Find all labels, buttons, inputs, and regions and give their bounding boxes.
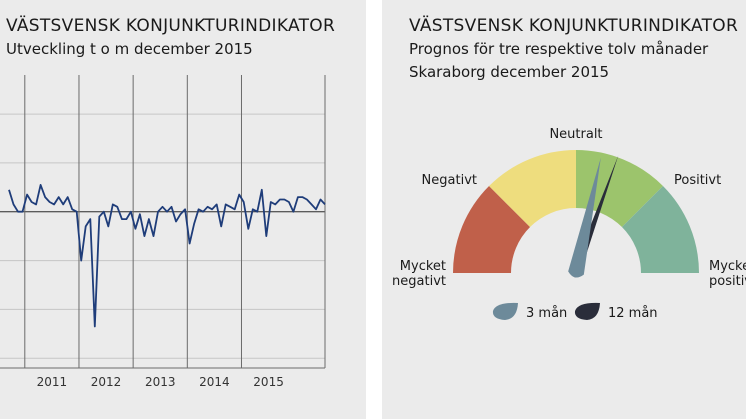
legend-12m-marker [574,302,600,320]
label-neutralt: Neutralt [549,127,602,142]
label-negativt: Negativt [422,173,477,188]
x-tick-label: 2014 [199,375,230,389]
label-mycket-negativt-2: negativt [392,274,446,289]
gauge-subtitle-line2: Skaraborg december 2015 [409,63,610,81]
legend-3m-marker [492,302,518,320]
chart-subtitle: Utveckling t o m december 2015 [6,40,253,58]
needle-3m [568,157,601,278]
label-mycket-positivt-1: Mycket [709,259,746,274]
line-chart: 2011 2012 2013 2014 2015 [0,75,326,389]
line-chart-panel: VÄSTSVENSK KONJUNKTURINDIKATOR Utvecklin… [0,0,366,419]
gauge-panel: VÄSTSVENSK KONJUNKTURINDIKATOR Prognos f… [382,0,746,419]
gauge-title: VÄSTSVENSK KONJUNKTURINDIKATOR [409,16,739,36]
label-mycket-negativt-1: Mycket [400,259,446,274]
legend: 3 mån 12 mån [492,302,658,321]
gauge-segment-positivt [621,186,699,273]
legend-12m-label: 12 mån [608,306,658,321]
x-tick-label: 2012 [91,375,122,389]
label-positivt: Positivt [674,173,721,188]
x-tick-label: 2011 [37,375,68,389]
plot-area: 2011 2012 2013 2014 2015 [0,75,326,389]
gauge-segment-negativt [489,150,576,228]
chart-title: VÄSTSVENSK KONJUNKTURINDIKATOR [6,16,336,36]
gauge-subtitle-line1: Prognos för tre respektive tolv månader [409,40,709,58]
gauge-segment-mycket-negativt [453,186,531,273]
series-line [8,184,326,328]
x-tick-label: 2013 [145,375,176,389]
label-mycket-positivt-2: positivt [709,274,746,289]
x-tick-label: 2015 [253,375,284,389]
legend-3m-label: 3 mån [526,306,567,321]
